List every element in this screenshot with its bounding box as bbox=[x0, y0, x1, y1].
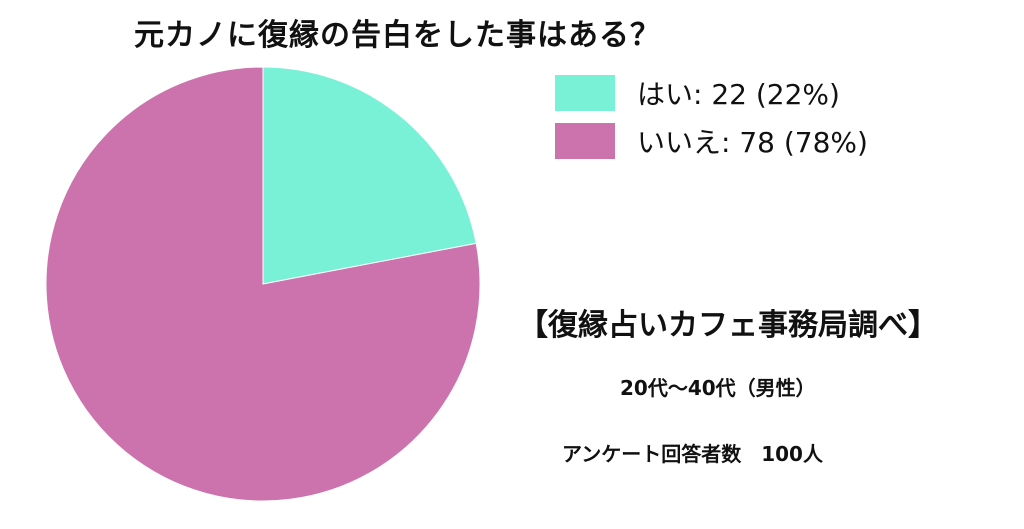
survey-age-range: 20代〜40代（男性） bbox=[620, 376, 816, 400]
survey-source: 【復縁占いカフェ事務局調べ】 bbox=[518, 308, 938, 343]
chart-title: 元カノに復縁の告白をした事はある？ bbox=[134, 18, 661, 53]
legend-item-no: いいえ: 78 (78%) bbox=[555, 118, 868, 164]
pie-slices bbox=[45, 66, 481, 502]
pie-chart bbox=[45, 66, 481, 502]
legend-swatch-yes bbox=[555, 75, 615, 111]
pie-slice-yes bbox=[262, 66, 477, 285]
survey-respondent-count: アンケート回答者数 100人 bbox=[562, 442, 823, 466]
legend-item-yes: はい: 22 (22%) bbox=[555, 70, 868, 116]
legend: はい: 22 (22%) いいえ: 78 (78%) bbox=[555, 70, 868, 166]
legend-swatch-no bbox=[555, 123, 615, 159]
legend-label-yes: はい: 22 (22%) bbox=[637, 78, 840, 111]
pie-slice-no bbox=[45, 66, 481, 502]
legend-label-no: いいえ: 78 (78%) bbox=[637, 126, 868, 159]
